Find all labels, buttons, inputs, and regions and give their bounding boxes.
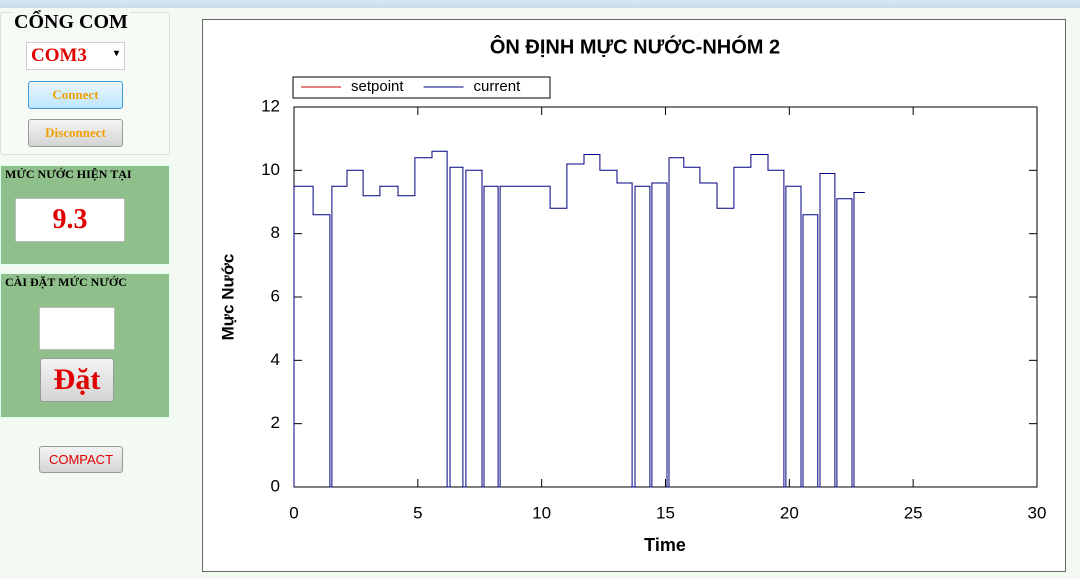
y-tick-label: 10 <box>261 160 280 179</box>
series-line <box>293 150 865 488</box>
connect-button[interactable]: Connect <box>28 81 123 109</box>
port-value: COM3 <box>31 45 87 66</box>
x-tick-label: 20 <box>780 503 799 522</box>
chart: ÔN ĐỊNH MỰC NƯỚC-NHÓM 2 Time Mực Nước 0 2… <box>202 19 1066 572</box>
port-combo[interactable]: COM3 ▾ <box>26 42 125 70</box>
y-tick-label: 12 <box>261 96 280 115</box>
set-button[interactable]: Đặt <box>40 358 114 402</box>
x-tick-label: 0 <box>289 503 298 522</box>
setpoint-input[interactable] <box>39 307 115 350</box>
y-tick-label: 6 <box>271 286 280 305</box>
y-tick-label: 2 <box>271 413 280 432</box>
x-tick-label: 5 <box>413 503 422 522</box>
chart-title: ÔN ĐỊNH MỰC NƯỚC-NHÓM 2 <box>490 34 780 58</box>
y-tick-label: 4 <box>271 350 280 369</box>
group-title: CỔNG COM <box>12 11 130 34</box>
y-axis-label: Mực Nước <box>218 254 237 341</box>
group-title: MỨC NƯỚC HIỆN TẠI <box>3 167 134 182</box>
level-display: 9.3 <box>15 198 125 242</box>
level-group: MỨC NƯỚC HIỆN TẠI <box>0 165 170 265</box>
legend-box <box>292 76 551 99</box>
disconnect-button[interactable]: Disconnect <box>28 119 123 147</box>
y-tick-label: 8 <box>271 223 280 242</box>
title-strip <box>0 0 1080 8</box>
x-tick-label: 25 <box>904 503 923 522</box>
x-tick-label: 10 <box>532 503 551 522</box>
legend-label: setpoint <box>351 78 404 95</box>
group-title: CÀI ĐẶT MỨC NƯỚC <box>3 275 129 290</box>
x-tick-label: 15 <box>656 503 675 522</box>
legend-label: current <box>474 78 522 95</box>
y-tick-label: 0 <box>271 476 280 495</box>
x-tick-label: 30 <box>1028 503 1047 522</box>
plot-frame <box>293 106 1038 488</box>
x-axis-label: Time <box>644 535 686 555</box>
compact-button[interactable]: COMPACT <box>39 446 123 473</box>
